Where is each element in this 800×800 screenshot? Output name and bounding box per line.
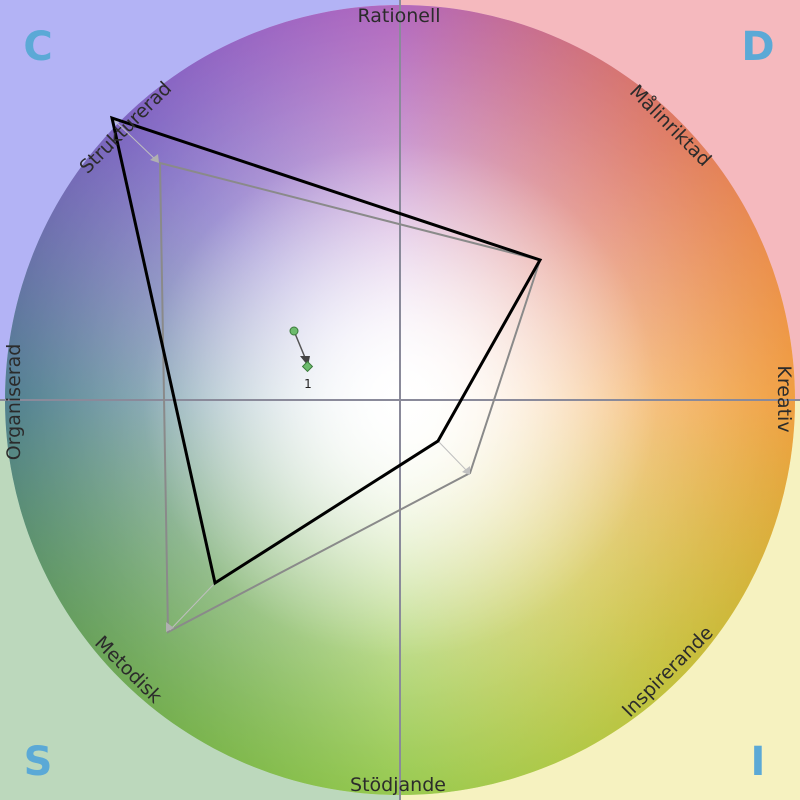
primary-profile-outline [109, 115, 543, 586]
marker-arrow-line [293, 330, 307, 361]
profile-change-arrows [111, 117, 469, 631]
label-stodjande: Stödjande [350, 774, 446, 796]
corner-letter-c: C [23, 24, 52, 70]
arrow-head-center [462, 466, 470, 475]
corner-letter-i: I [751, 739, 766, 785]
corner-letter-s: S [24, 739, 53, 785]
arrow-head-metodisk [166, 622, 174, 632]
marker-label: 1 [304, 377, 312, 391]
label-kreativ: Kreativ [773, 365, 795, 432]
arrow-head-strukturerad [150, 154, 159, 163]
corner-letter-d: D [741, 24, 774, 70]
label-organiserad: Organiserad [3, 344, 25, 461]
marker-end-point [301, 360, 314, 373]
marker-start-point [289, 326, 299, 336]
label-rationell: Rationell [357, 5, 440, 27]
